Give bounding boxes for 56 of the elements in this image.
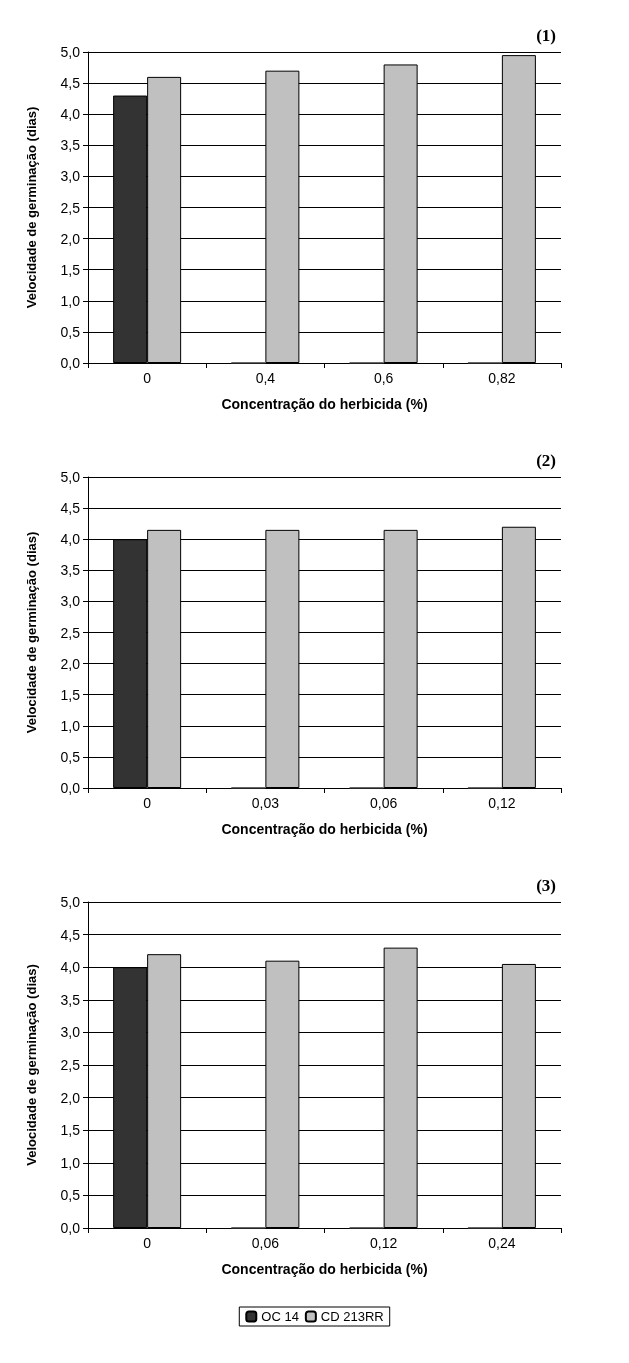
y-tick-label: 4,5 [60, 500, 81, 517]
y-tick-label: 2,0 [60, 1089, 81, 1106]
x-tick-label: 0 [143, 795, 152, 811]
y-tick-label: 5,0 [60, 44, 81, 60]
y-tick-label: 2,0 [60, 230, 81, 247]
x-axis-title: Concentração do herbicida (%) [221, 1261, 428, 1277]
y-tick-label: 4,0 [60, 531, 81, 548]
chart-title: (1) [536, 26, 557, 45]
x-axis-title: Concentração do herbicida (%) [221, 396, 428, 412]
y-tick-label: 1,0 [60, 717, 81, 734]
y-tick-label: 2,5 [60, 1057, 81, 1073]
y-tick-label: 3,0 [60, 1024, 81, 1041]
x-tick-label: 0 [143, 370, 152, 386]
chart-title: (2) [536, 451, 557, 470]
y-tick-label: 0,5 [60, 1187, 81, 1204]
legend-label: OC 14 [261, 1309, 299, 1324]
x-tick-label: 0,06 [370, 795, 398, 811]
y-axis-title: Velocidade de germinação (dias) [24, 106, 39, 309]
y-tick-label: 0,0 [60, 1220, 81, 1236]
y-tick-label: 0,0 [60, 780, 81, 796]
chart-title: (3) [536, 876, 557, 895]
x-tick-label: 0,03 [251, 795, 280, 811]
y-tick-label: 3,0 [60, 593, 81, 610]
y-tick-label: 3,0 [60, 168, 81, 185]
x-tick-label: 0,24 [488, 1235, 516, 1251]
y-tick-label: 2,5 [60, 199, 81, 216]
y-tick-label: 3,5 [60, 562, 81, 579]
y-tick-label: 4,0 [60, 106, 81, 123]
x-axis-title: Concentração do herbicida (%) [221, 821, 428, 837]
x-tick-label: 0,6 [373, 370, 394, 386]
x-tick-label: 0,12 [370, 1235, 398, 1251]
y-axis-title: Velocidade de germinação (dias) [24, 531, 39, 734]
y-tick-label: 3,5 [60, 991, 81, 1008]
x-tick-label: 0,06 [251, 1235, 280, 1251]
y-tick-label: 2,0 [60, 655, 81, 672]
x-tick-label: 0 [143, 1235, 152, 1251]
y-tick-label: 4,5 [60, 75, 81, 92]
y-tick-label: 1,0 [60, 292, 81, 309]
x-tick-label: 0,82 [488, 370, 516, 386]
legend-label: CD 213RR [320, 1309, 384, 1324]
y-tick-label: 0,5 [60, 748, 81, 765]
y-tick-label: 1,5 [60, 686, 81, 703]
y-tick-label: 3,5 [60, 137, 81, 154]
x-tick-label: 0,4 [255, 370, 276, 386]
y-tick-label: 5,0 [60, 469, 81, 485]
y-tick-label: 0,5 [60, 323, 81, 340]
y-tick-label: 4,5 [60, 926, 81, 943]
x-tick-label: 0,12 [488, 795, 516, 811]
y-tick-label: 5,0 [60, 894, 81, 910]
y-tick-label: 1,5 [60, 1122, 81, 1139]
y-tick-label: 1,0 [60, 1154, 81, 1171]
y-tick-label: 1,5 [60, 261, 81, 278]
y-tick-label: 0,0 [60, 355, 81, 371]
y-axis-title: Velocidade de germinação (dias) [24, 964, 39, 1166]
y-tick-label: 2,5 [60, 624, 81, 641]
y-tick-label: 4,0 [60, 959, 81, 976]
